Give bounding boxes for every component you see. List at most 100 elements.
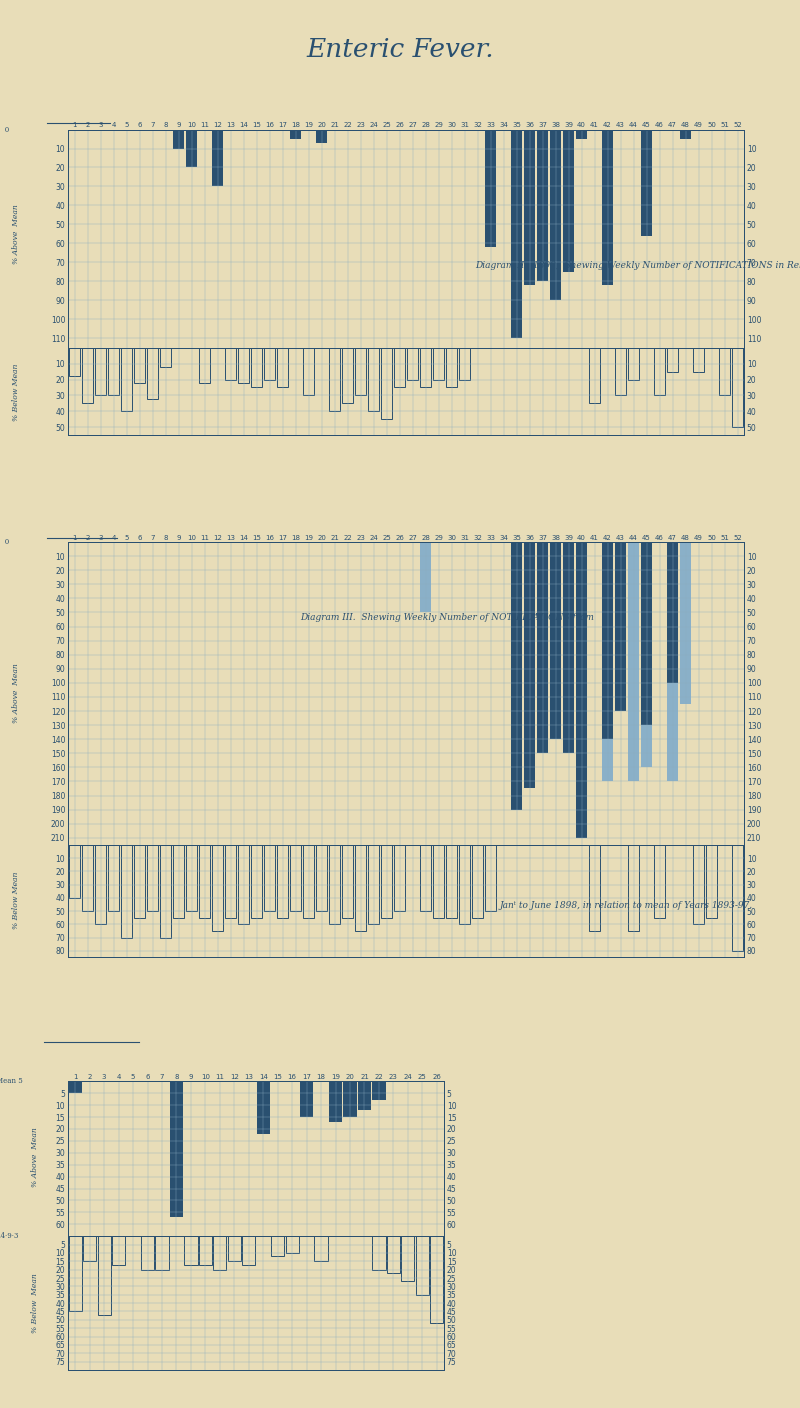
Bar xyxy=(211,845,223,931)
Bar xyxy=(419,348,431,387)
Bar xyxy=(394,845,406,911)
Bar xyxy=(198,1236,212,1264)
Bar xyxy=(401,1236,414,1281)
Bar xyxy=(731,845,743,950)
Bar xyxy=(329,348,341,411)
Bar xyxy=(458,348,470,380)
Bar xyxy=(627,845,639,931)
Bar xyxy=(263,348,275,380)
Text: % Above  Mean: % Above Mean xyxy=(12,663,20,722)
Bar xyxy=(82,348,94,403)
Bar xyxy=(372,1081,386,1101)
Bar xyxy=(228,1236,241,1262)
Bar xyxy=(198,845,210,918)
Bar xyxy=(121,845,133,938)
Bar xyxy=(250,845,262,918)
Bar xyxy=(238,845,250,924)
Bar xyxy=(173,845,185,918)
Bar xyxy=(446,348,458,387)
Bar xyxy=(134,845,146,918)
Bar xyxy=(446,845,458,918)
Bar xyxy=(184,1236,198,1264)
Bar xyxy=(141,1236,154,1270)
Bar xyxy=(602,542,614,781)
Bar xyxy=(416,1236,429,1295)
Bar xyxy=(263,845,275,911)
Bar xyxy=(315,130,327,142)
Bar xyxy=(146,348,158,398)
Bar xyxy=(562,542,574,753)
Bar xyxy=(238,348,250,383)
Text: Janᵗ to June 1898, in relation to mean of Years 1893-97.: Janᵗ to June 1898, in relation to mean o… xyxy=(500,901,754,910)
Bar xyxy=(290,845,302,911)
Bar xyxy=(679,130,691,139)
Bar xyxy=(614,348,626,396)
Bar xyxy=(537,130,549,282)
Bar xyxy=(277,348,289,387)
Bar xyxy=(277,845,289,918)
Bar xyxy=(342,845,354,918)
Bar xyxy=(589,348,601,403)
Bar xyxy=(666,348,678,372)
Bar xyxy=(589,845,601,931)
Bar xyxy=(257,1081,270,1133)
Bar xyxy=(718,348,730,396)
Bar xyxy=(198,348,210,383)
Text: Diagram II.  1898,  Shewing Weekly Number of NOTIFICATIONS in Relation to Mean o: Diagram II. 1898, Shewing Weekly Number … xyxy=(475,260,800,270)
Bar xyxy=(225,348,237,380)
Bar xyxy=(381,348,393,420)
Bar xyxy=(146,845,158,911)
Bar xyxy=(186,845,198,911)
Bar xyxy=(290,130,302,139)
Bar xyxy=(471,845,483,918)
Bar xyxy=(173,130,185,148)
Bar xyxy=(107,348,119,396)
Bar xyxy=(121,348,133,411)
Bar xyxy=(641,542,653,767)
Bar xyxy=(112,1236,126,1264)
Bar xyxy=(242,1236,255,1264)
Bar xyxy=(69,845,81,898)
Bar xyxy=(602,542,614,739)
Bar xyxy=(485,845,497,911)
Text: % Above  Mean: % Above Mean xyxy=(30,1128,38,1187)
Bar xyxy=(98,1236,111,1315)
Text: % Below Mean: % Below Mean xyxy=(12,363,20,421)
Bar xyxy=(134,348,146,383)
Bar xyxy=(155,1236,169,1270)
Bar xyxy=(302,845,314,918)
Bar xyxy=(406,348,418,380)
Bar xyxy=(394,348,406,387)
Bar xyxy=(213,1236,226,1270)
Bar xyxy=(302,348,314,396)
Bar xyxy=(523,542,535,788)
Bar xyxy=(159,845,171,938)
Bar xyxy=(386,1236,400,1273)
Text: MEAN  0: MEAN 0 xyxy=(0,125,10,134)
Bar xyxy=(300,1081,314,1117)
Bar xyxy=(510,130,522,338)
Bar xyxy=(510,542,522,810)
Bar xyxy=(666,542,678,683)
Text: % Below Mean: % Below Mean xyxy=(12,872,20,929)
Bar xyxy=(523,130,535,286)
Bar xyxy=(343,1081,357,1117)
Text: Diagram III.  Shewing Weekly Number of NOTIFICATIONS from: Diagram III. Shewing Weekly Number of NO… xyxy=(300,612,594,622)
Bar xyxy=(342,348,354,403)
Bar xyxy=(731,348,743,427)
Bar xyxy=(430,1236,443,1324)
Bar xyxy=(225,845,237,918)
Bar xyxy=(69,348,81,376)
Bar xyxy=(250,348,262,387)
Bar xyxy=(641,130,653,235)
Bar xyxy=(82,845,94,911)
Bar xyxy=(433,845,445,918)
Text: % Above  Mean: % Above Mean xyxy=(12,204,20,263)
Bar xyxy=(94,845,106,924)
Bar xyxy=(614,542,626,711)
Bar xyxy=(419,845,431,911)
Bar xyxy=(537,542,549,753)
Bar xyxy=(69,1081,82,1093)
Bar xyxy=(314,1236,328,1262)
Bar xyxy=(654,845,666,918)
